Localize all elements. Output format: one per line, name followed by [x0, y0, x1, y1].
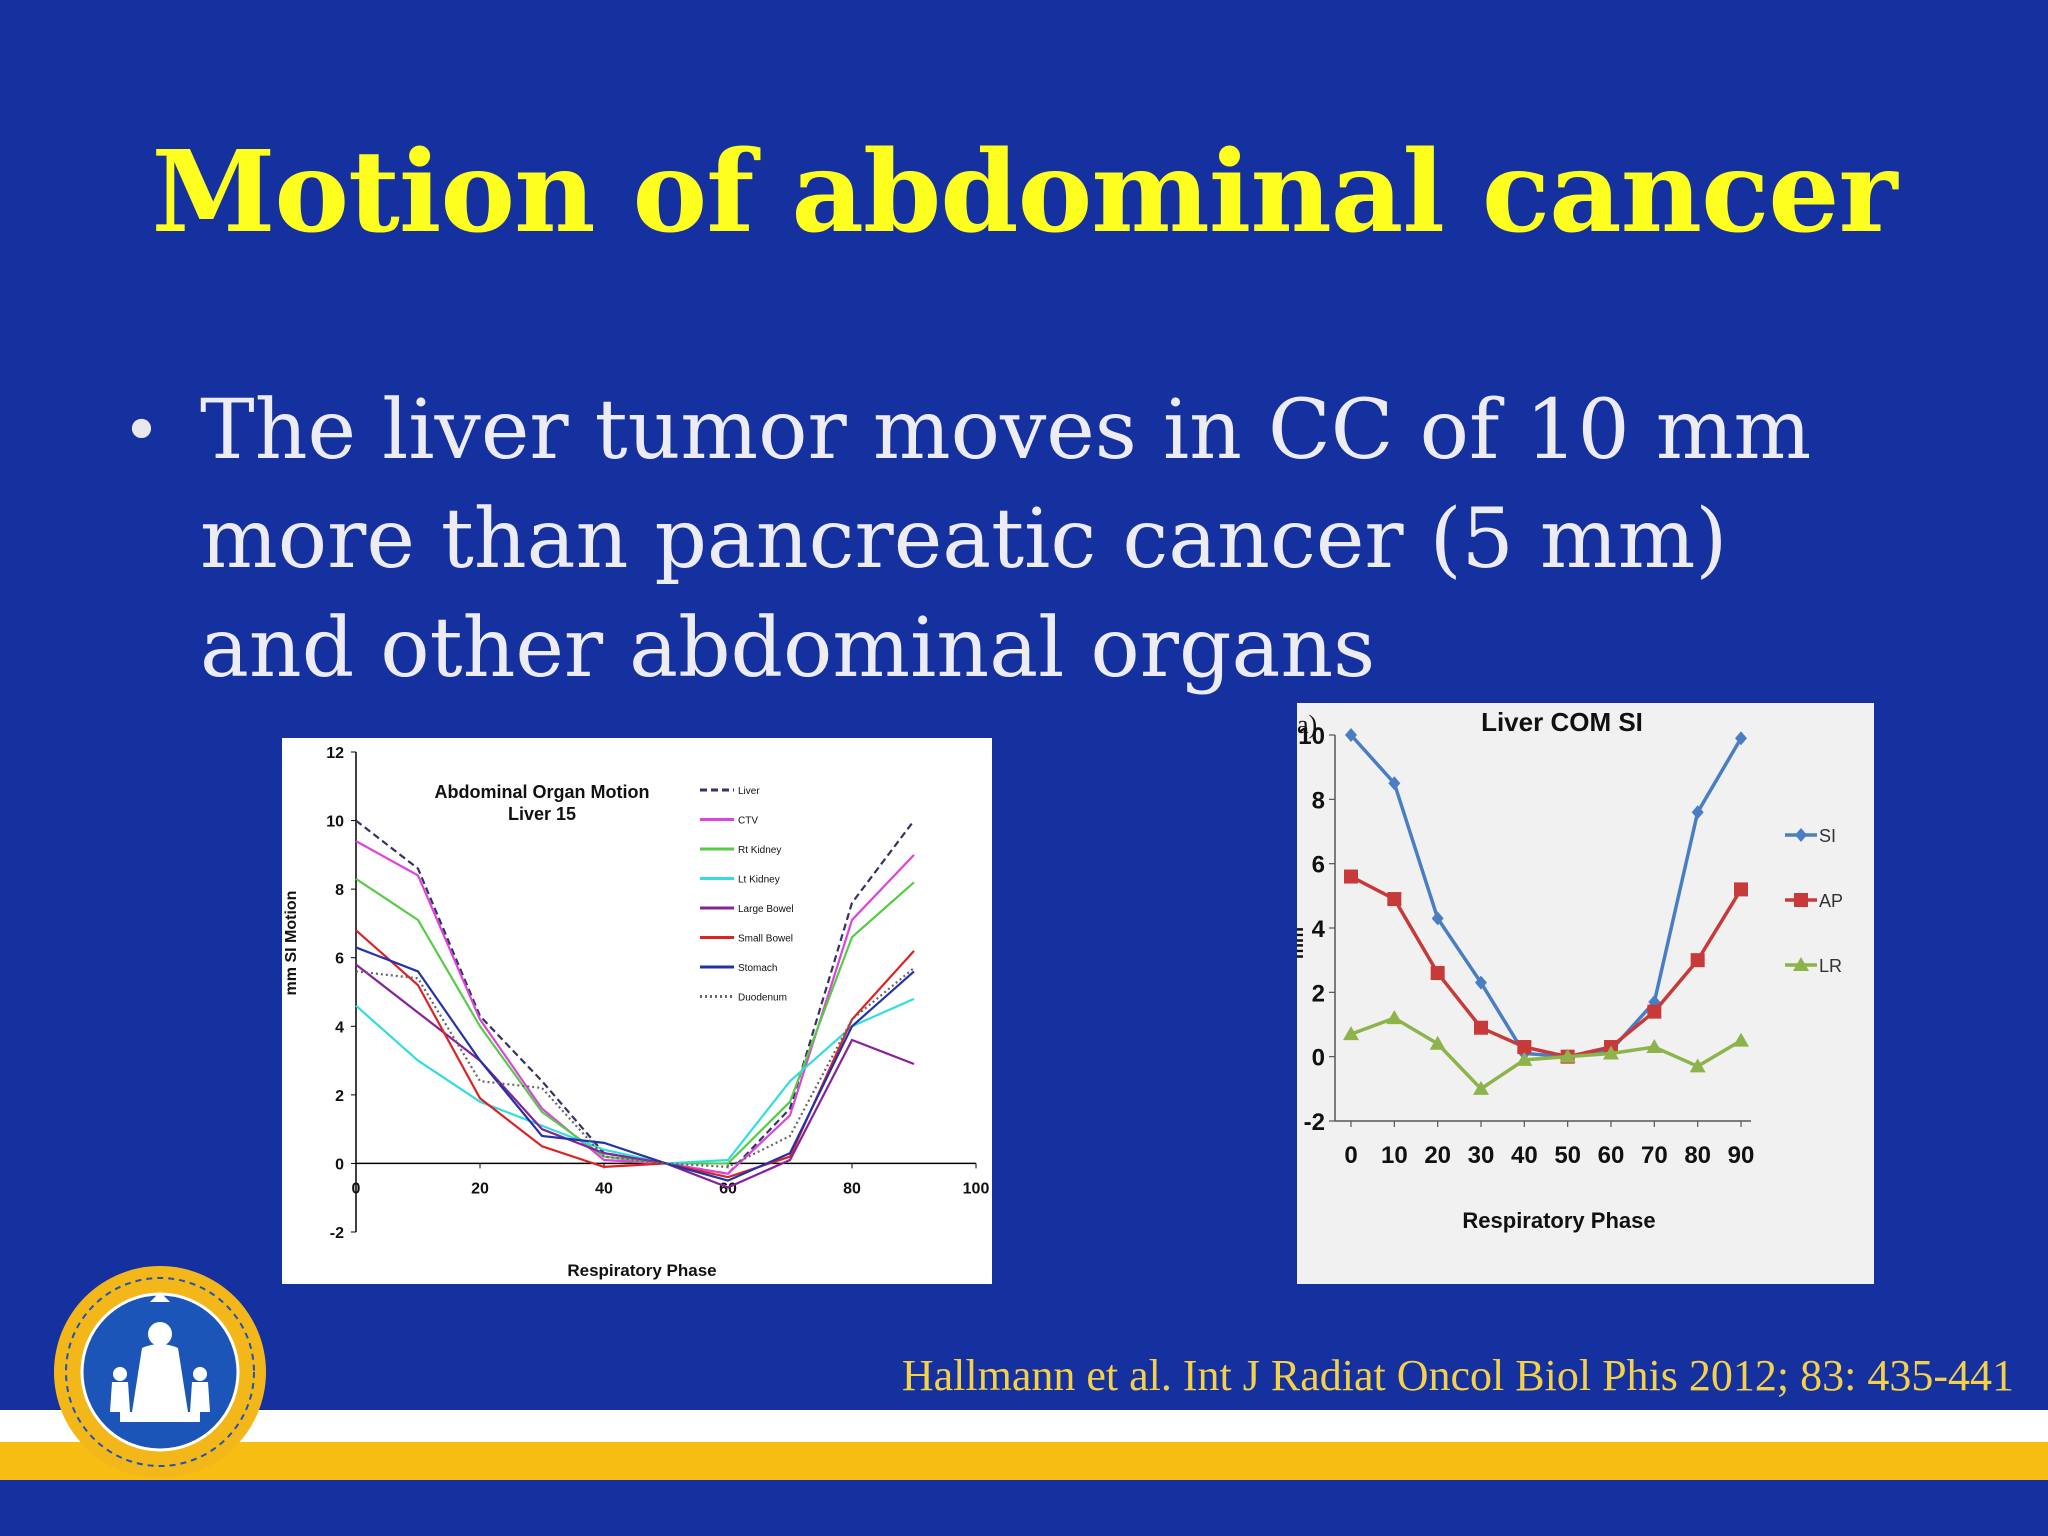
data-point-ap: [1474, 1020, 1488, 1035]
x-tick-label: 20: [1424, 1142, 1451, 1169]
data-point-lr: [1429, 1035, 1446, 1050]
data-point-lr: [1386, 1010, 1403, 1025]
bullet-text: The liver tumor moves in CC of 10 mm mor…: [200, 383, 1812, 696]
y-axis-label: mm SI Motion: [283, 891, 300, 996]
y-tick-label: 6: [335, 951, 344, 968]
y-tick-label: 0: [335, 1156, 344, 1173]
data-point-si: [1475, 975, 1487, 990]
legend-label-small-bowel: Small Bowel: [738, 934, 793, 945]
chart-title: Liver COM SI: [1481, 707, 1643, 737]
x-tick-label: 50: [1554, 1142, 1581, 1169]
y-tick-label: 10: [1298, 723, 1325, 750]
series-line-stomach: [355, 946, 915, 1182]
series-line-ap: [1350, 874, 1743, 1059]
y-tick-label: 8: [1312, 787, 1325, 814]
data-point-ap: [1344, 869, 1358, 884]
x-tick-label: 0: [352, 1180, 361, 1197]
y-axis-label: mm: [1297, 927, 1307, 959]
data-point-si: [1431, 911, 1444, 926]
legend-label-rt-kidney: Rt Kidney: [738, 845, 781, 856]
x-tick-label: 0: [1344, 1142, 1357, 1169]
x-axis-label: Respiratory Phase: [567, 1261, 716, 1280]
data-point-ap: [1387, 892, 1402, 907]
y-tick-label: 0: [1312, 1045, 1325, 1072]
x-tick-label: 60: [1598, 1142, 1625, 1169]
x-tick-label: 20: [471, 1180, 489, 1197]
data-point-lr: [1603, 1045, 1619, 1060]
x-tick-label: 40: [595, 1180, 613, 1197]
x-tick-label: 80: [843, 1180, 861, 1197]
x-tick-label: 70: [1641, 1142, 1668, 1169]
data-point-lr: [1473, 1080, 1489, 1095]
series-line-rt-kidney: [355, 877, 915, 1165]
x-tick-label: 60: [719, 1180, 737, 1197]
x-tick-label: 90: [1728, 1142, 1755, 1169]
y-tick-label: -2: [1304, 1109, 1325, 1136]
y-tick-label: 12: [326, 745, 344, 762]
legend-marker-lr: [1793, 957, 1809, 971]
data-point-si: [1388, 776, 1401, 791]
x-tick-label: 80: [1684, 1142, 1711, 1169]
legend-label-large-bowel: Large Bowel: [738, 904, 794, 915]
citation: Hallmann et al. Int J Radiat Oncol Biol …: [901, 1351, 2014, 1400]
y-tick-label: 2: [335, 1088, 344, 1105]
series-line-lt-kidney: [355, 997, 915, 1165]
data-point-ap: [1734, 882, 1748, 897]
data-point-lr: [1733, 1032, 1749, 1047]
y-tick-label: 4: [1312, 916, 1326, 943]
slide-title: Motion of abdominal cancer: [151, 127, 1897, 258]
university-seal-icon: [54, 1266, 266, 1478]
data-point-lr: [1646, 1039, 1663, 1054]
bullet-point-icon: •: [122, 392, 161, 469]
data-point-si: [1345, 728, 1357, 742]
legend-label-liver: Liver: [738, 786, 760, 797]
y-tick-label: 4: [335, 1019, 344, 1036]
legend-label-si: SI: [1819, 826, 1836, 846]
data-point-ap: [1690, 953, 1705, 968]
data-point-lr: [1559, 1048, 1576, 1063]
data-point-si: [1735, 731, 1747, 746]
data-point-lr: [1516, 1051, 1533, 1066]
legend-label-duodenum: Duodenum: [738, 993, 787, 1004]
series-line-lr: [1350, 1016, 1742, 1092]
x-axis-label: Respiratory Phase: [1462, 1208, 1655, 1233]
liver-com-si-chart: -2 0 2 4 6 8 10 0 10 20 30 40 50 60 70 80 90 a) Liver COM …: [1297, 703, 1874, 1284]
footer-yellow-stripe: [0, 1442, 2048, 1480]
legend-marker-ap: [1794, 893, 1808, 907]
legend-label-ctv: CTV: [738, 816, 758, 827]
x-tick-label: 100: [963, 1180, 990, 1197]
series-line-large-bowel: [355, 963, 915, 1189]
series-line-si: [1349, 733, 1743, 1059]
data-point-ap: [1517, 1040, 1532, 1055]
series-line-small-bowel: [355, 929, 915, 1179]
panel-label: a): [1297, 710, 1317, 739]
abdominal-organ-motion-chart: -2 0 2 4 6 8 10 12 0 20 40 60 80 100 Respiratory Phase…: [282, 738, 992, 1284]
legend-label-stomach: Stomach: [738, 963, 777, 974]
series-line-ctv: [355, 840, 915, 1175]
data-point-ap: [1647, 1004, 1662, 1019]
y-tick-label: 2: [1312, 980, 1325, 1007]
legend-marker-si: [1795, 828, 1807, 842]
footer-white-stripe: [0, 1410, 2048, 1442]
y-tick-label: 8: [335, 882, 344, 899]
legend-label-lr: LR: [1819, 956, 1842, 976]
chart2-svg: -2 0 2 4 6 8 10 0 10 20 30 40 50 60 70 80 90 a) Liver COM …: [1297, 707, 1843, 1233]
chart-title: Abdominal Organ Motion: [435, 782, 650, 802]
x-tick-label: 30: [1468, 1142, 1495, 1169]
data-point-ap: [1430, 966, 1445, 981]
chart1-svg: -2 0 2 4 6 8 10 12 0 20 40 60 80 100 Respiratory Phase…: [283, 745, 990, 1280]
y-tick-label: 10: [326, 814, 344, 831]
y-tick-label: 6: [1312, 852, 1325, 879]
data-point-si: [1691, 805, 1704, 820]
y-tick-label: -2: [330, 1225, 344, 1242]
legend-label-ap: AP: [1819, 891, 1843, 911]
data-point-lr: [1343, 1026, 1359, 1041]
data-point-lr: [1689, 1058, 1706, 1073]
legend-label-lt-kidney: Lt Kidney: [738, 875, 780, 886]
x-tick-label: 10: [1381, 1142, 1408, 1169]
chart-subtitle: Liver 15: [508, 804, 576, 824]
x-tick-label: 40: [1511, 1142, 1538, 1169]
